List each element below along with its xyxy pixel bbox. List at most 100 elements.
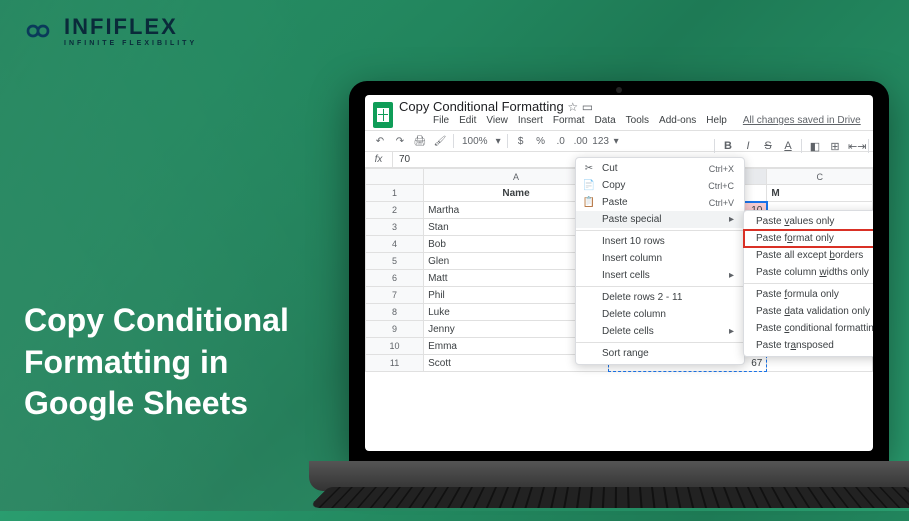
separator xyxy=(576,230,744,231)
separator xyxy=(714,139,715,153)
chevron-right-icon: ▸ xyxy=(729,270,734,281)
ctx-copy-kb: Ctrl+C xyxy=(708,181,734,191)
fill-color-icon[interactable]: ◧ xyxy=(808,140,822,153)
menu-tools[interactable]: Tools xyxy=(626,115,649,126)
sub-transposed[interactable]: Paste transposed xyxy=(744,337,873,354)
menu-file[interactable]: File xyxy=(433,115,449,126)
row-hdr[interactable]: 8 xyxy=(366,304,424,321)
borders-icon[interactable]: ⊞ xyxy=(828,140,842,153)
menu-addons[interactable]: Add-ons xyxy=(659,115,696,126)
row-hdr[interactable]: 6 xyxy=(366,270,424,287)
percent-icon[interactable]: % xyxy=(534,134,548,148)
sub-datav-label: Paste data validation only xyxy=(756,306,870,317)
row-hdr[interactable]: 10 xyxy=(366,338,424,355)
ctx-insert-rows[interactable]: Insert 10 rows xyxy=(576,233,744,250)
chevron-right-icon: ▸ xyxy=(729,214,734,225)
paint-icon[interactable]: 🖌 xyxy=(433,134,447,148)
undo-icon[interactable]: ↶ xyxy=(373,134,387,148)
brand-tagline: INFINITE FLEXIBILITY xyxy=(64,40,197,47)
corner[interactable] xyxy=(366,169,424,185)
save-status[interactable]: All changes saved in Drive xyxy=(743,115,861,126)
row-hdr[interactable]: 7 xyxy=(366,287,424,304)
sheets-icon xyxy=(373,102,393,128)
row-1[interactable]: 1 xyxy=(366,185,424,202)
format-123-icon[interactable]: 123 xyxy=(594,134,608,148)
menu-insert[interactable]: Insert xyxy=(518,115,543,126)
separator xyxy=(801,139,802,153)
italic-icon[interactable]: I xyxy=(741,140,755,152)
row-hdr[interactable]: 4 xyxy=(366,236,424,253)
sub-borders[interactable]: Paste all except borders xyxy=(744,247,873,264)
dec-less-icon[interactable]: .0 xyxy=(554,134,568,148)
move-icon[interactable]: ▭ xyxy=(582,100,593,114)
format-toolbar: B I S A ◧ ⊞ ⇤⇥ xyxy=(714,139,869,153)
brand-name: INFIFLEX xyxy=(64,14,197,40)
row-hdr[interactable]: 5 xyxy=(366,253,424,270)
strike-icon[interactable]: S xyxy=(761,140,775,152)
col-C[interactable]: C xyxy=(767,169,873,185)
menu-view[interactable]: View xyxy=(486,115,508,126)
fx-label: fx xyxy=(365,152,393,167)
ctx-insert-rows-label: Insert 10 rows xyxy=(602,236,665,247)
sub-cond-label: Paste conditional formatting only xyxy=(756,323,873,334)
cell-empty[interactable] xyxy=(767,355,873,372)
ctx-cut[interactable]: ✂CutCtrl+X xyxy=(576,160,744,177)
laptop-keyboard xyxy=(307,487,909,508)
zoom-select[interactable]: 100% xyxy=(460,136,490,147)
ctx-copy[interactable]: 📄CopyCtrl+C xyxy=(576,177,744,194)
menu-bar: File Edit View Insert Format Data Tools … xyxy=(399,114,861,130)
fx-input[interactable]: 70 xyxy=(393,152,416,167)
row-hdr[interactable]: 2 xyxy=(366,202,424,219)
menu-edit[interactable]: Edit xyxy=(459,115,476,126)
currency-icon[interactable]: $ xyxy=(514,134,528,148)
print-icon[interactable]: 🖨 xyxy=(413,134,427,148)
ctx-insert-column-label: Insert column xyxy=(602,253,662,264)
sub-widths[interactable]: Paste column widths only xyxy=(744,264,873,281)
sub-values-label: Paste values only xyxy=(756,216,834,227)
ctx-insert-column[interactable]: Insert column xyxy=(576,250,744,267)
sub-values[interactable]: Paste values onlyCtrl+Shift+V xyxy=(744,213,873,230)
menu-help[interactable]: Help xyxy=(706,115,727,126)
ctx-sort-label: Sort range xyxy=(602,348,649,359)
star-icon[interactable]: ☆ xyxy=(567,100,578,114)
infinity-icon xyxy=(18,19,58,43)
bold-icon[interactable]: B xyxy=(721,140,735,152)
merge-icon[interactable]: ⇤⇥ xyxy=(848,140,862,153)
ctx-sort-range[interactable]: Sort range xyxy=(576,345,744,362)
ctx-cut-kb: Ctrl+X xyxy=(709,164,734,174)
ctx-delete-rows[interactable]: Delete rows 2 - 11 xyxy=(576,289,744,306)
row-hdr[interactable]: 3 xyxy=(366,219,424,236)
ctx-delete-column[interactable]: Delete column xyxy=(576,306,744,323)
camera-icon xyxy=(616,87,622,93)
sub-formula-label: Paste formula only xyxy=(756,289,839,300)
separator xyxy=(744,283,873,284)
paste-special-submenu: Paste values onlyCtrl+Shift+V Paste form… xyxy=(743,210,873,357)
separator xyxy=(453,134,454,148)
copy-icon: 📄 xyxy=(582,180,596,191)
ctx-delete-cells-label: Delete cells xyxy=(602,326,654,337)
sub-data-validation[interactable]: Paste data validation only xyxy=(744,303,873,320)
ctx-paste-special[interactable]: Paste special▸ xyxy=(576,211,744,228)
sub-trans-label: Paste transposed xyxy=(756,340,834,351)
sub-widths-label: Paste column widths only xyxy=(756,267,869,278)
paste-icon: 📋 xyxy=(582,197,596,208)
document-title-text: Copy Conditional Formatting xyxy=(399,99,564,114)
brand-logo: INFIFLEX INFINITE FLEXIBILITY xyxy=(18,14,197,47)
ctx-delete-cells[interactable]: Delete cells▸ xyxy=(576,323,744,340)
sub-conditional[interactable]: Paste conditional formatting only xyxy=(744,320,873,337)
sub-formula[interactable]: Paste formula only xyxy=(744,286,873,303)
menu-format[interactable]: Format xyxy=(553,115,585,126)
row-hdr[interactable]: 9 xyxy=(366,321,424,338)
dec-more-icon[interactable]: .00 xyxy=(574,134,588,148)
document-title[interactable]: Copy Conditional Formatting ☆ ▭ xyxy=(399,99,861,114)
cell-C1[interactable]: M xyxy=(767,185,873,202)
row-hdr[interactable]: 11 xyxy=(366,355,424,372)
sub-format[interactable]: Paste format onlyCtrl+Alt+V xyxy=(744,230,873,247)
ctx-delete-column-label: Delete column xyxy=(602,309,666,320)
ctx-insert-cells[interactable]: Insert cells▸ xyxy=(576,267,744,284)
page-title: Copy Conditional Formatting in Google Sh… xyxy=(24,300,289,425)
text-color-icon[interactable]: A xyxy=(781,140,795,152)
ctx-paste[interactable]: 📋PasteCtrl+V xyxy=(576,194,744,211)
redo-icon[interactable]: ↷ xyxy=(393,134,407,148)
menu-data[interactable]: Data xyxy=(595,115,616,126)
